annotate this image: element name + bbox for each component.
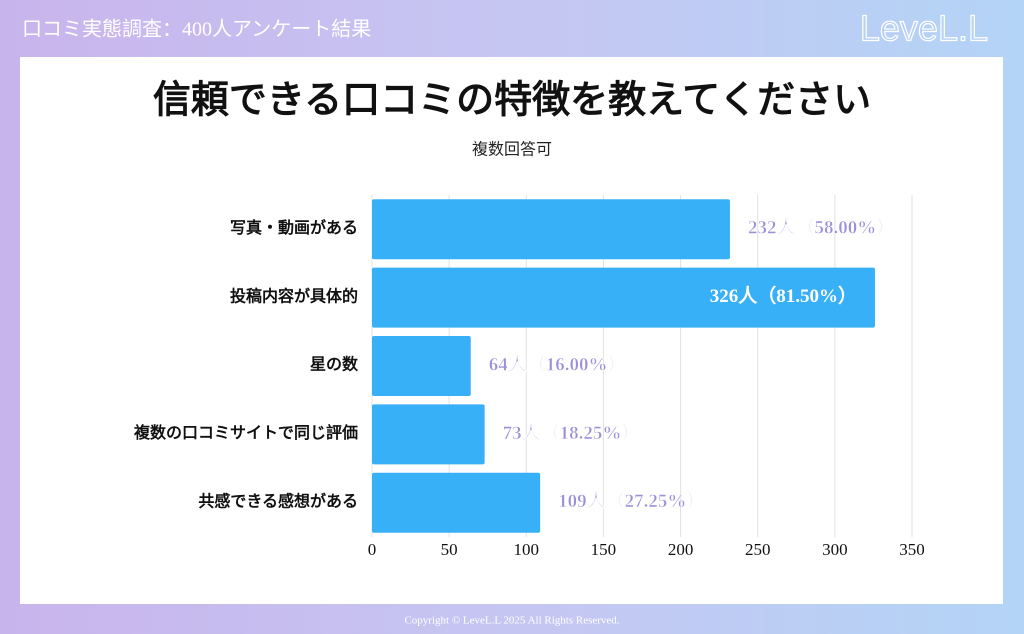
- y-tick-label: 写真・動画がある: [230, 218, 358, 237]
- bar: [372, 267, 875, 328]
- x-tick-label: 150: [591, 540, 617, 559]
- chart-subtitle: 複数回答可: [472, 141, 552, 159]
- y-tick-label: 複数の口コミサイトで同じ評価: [133, 423, 358, 442]
- x-tick-label: 50: [441, 540, 458, 559]
- header: 口コミ実態調査：400人アンケート結果: [22, 18, 371, 41]
- value-label: 326人（81.50%）: [710, 284, 857, 307]
- value-label: 109人（27.25%）: [558, 489, 705, 512]
- logo: LeveL.L: [860, 8, 988, 49]
- y-tick-label: 星の数: [310, 355, 359, 374]
- x-tick-label: 250: [745, 540, 771, 559]
- bar: [372, 336, 471, 396]
- value-label: 64人（16.00%）: [489, 352, 627, 375]
- bar: [372, 404, 485, 465]
- y-tick-label: 投稿内容が具体的: [230, 286, 358, 305]
- value-label: 73人（18.25%）: [503, 421, 641, 444]
- y-tick-label: 共感できる感想がある: [198, 491, 358, 510]
- value-label: 232人（58.00%）: [748, 216, 895, 239]
- x-tick-label: 300: [822, 540, 848, 559]
- x-tick-label: 0: [368, 540, 377, 559]
- footer: Copyright © LeveL.L 2025 All Rights Rese…: [404, 615, 619, 627]
- bar: [372, 199, 730, 260]
- x-tick-label: 200: [668, 540, 694, 559]
- bar: [372, 472, 541, 533]
- x-tick-label: 100: [514, 540, 540, 559]
- x-tick-label: 350: [899, 540, 925, 559]
- chart-title: 信頼できる口コミの特徴を教えてください: [153, 80, 871, 122]
